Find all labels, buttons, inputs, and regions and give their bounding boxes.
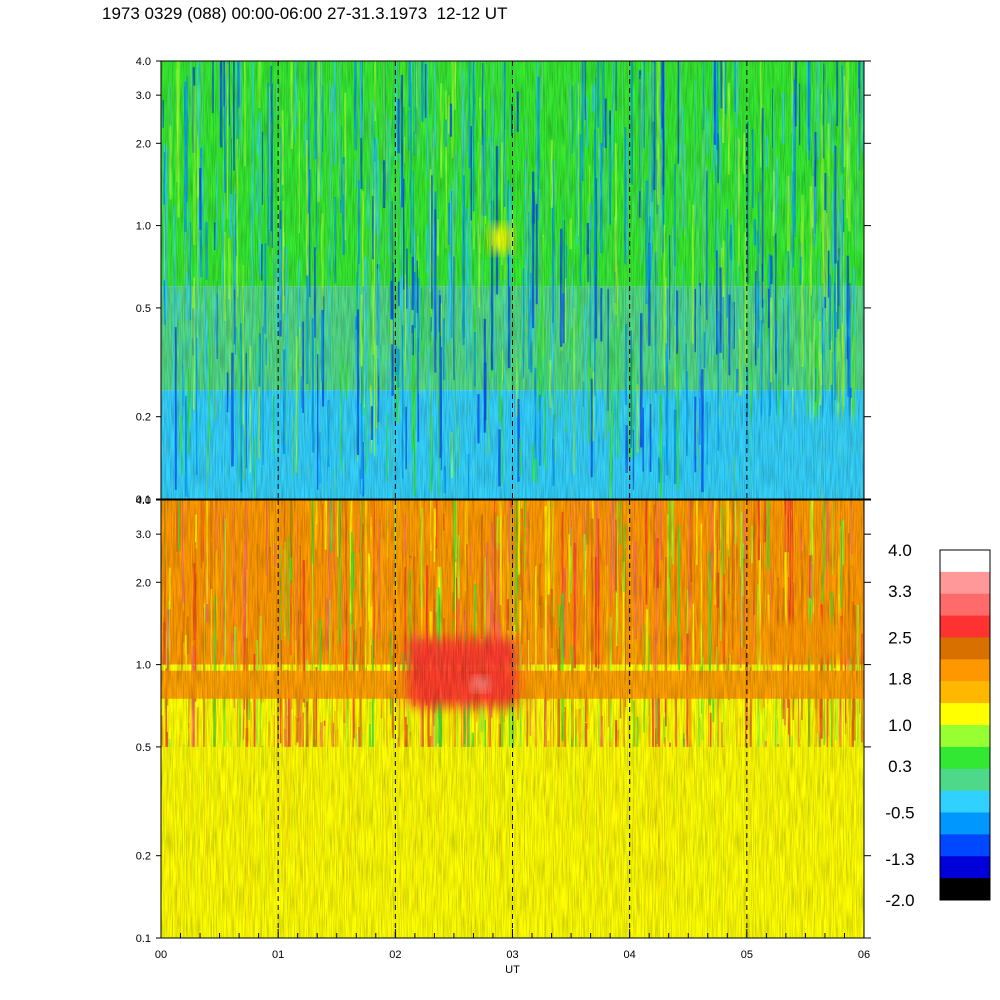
x-axis-label: UT <box>505 964 520 976</box>
y-tick-label: 2.0 <box>136 138 151 150</box>
colorbar: 4.0 3.3 2.5 1.8 1.0 0.3 -0.5 -1.3 -2.0 <box>885 541 990 910</box>
x-tick-label: 03 <box>506 949 518 961</box>
y-tick-label: 0.2 <box>136 412 151 424</box>
colorbar-segment <box>940 616 990 638</box>
colorbar-segment <box>940 769 990 791</box>
colorbar-segment <box>940 703 990 725</box>
colorbar-segment <box>940 594 990 616</box>
colorbar-label: 1.0 <box>888 716 912 735</box>
colorbar-segment <box>940 681 990 703</box>
y-tick-label: 1.0 <box>136 221 151 233</box>
colorbar-label: 2.5 <box>888 629 912 648</box>
y-tick-label: 4.0 <box>136 495 151 507</box>
colorbar-label: -0.5 <box>885 804 914 823</box>
y-tick-label: 0.5 <box>136 303 151 315</box>
y-tick-label: 2.0 <box>136 577 151 589</box>
y-tick-label: 4.0 <box>136 56 151 68</box>
x-tick-label: 00 <box>155 949 167 961</box>
y-tick-label: 0.2 <box>136 851 151 863</box>
colorbar-label: -1.3 <box>885 850 914 869</box>
colorbar-label: 0.3 <box>888 757 912 776</box>
colorbar-label: 3.3 <box>888 582 912 601</box>
x-tick-label: 04 <box>624 949 636 961</box>
colorbar-segment <box>940 747 990 769</box>
colorbar-segment <box>940 834 990 856</box>
x-tick-label: 02 <box>389 949 401 961</box>
colorbar-segment <box>940 791 990 813</box>
x-tick-label: 01 <box>272 949 284 961</box>
colorbar-segment <box>940 725 990 747</box>
x-tick-label: 06 <box>858 949 870 961</box>
colorbar-label: -2.0 <box>885 891 914 910</box>
x-tick-label: 05 <box>741 949 753 961</box>
y-tick-label: 3.0 <box>136 529 151 541</box>
upper-spectrogram-panel <box>161 61 866 499</box>
y-tick-label: 0.5 <box>136 742 151 754</box>
y-tick-label: 3.0 <box>136 90 151 102</box>
y-tick-label: 1.0 <box>136 660 151 672</box>
colorbar-label: 1.8 <box>888 669 912 688</box>
colorbar-segment <box>940 659 990 681</box>
colorbar-segment <box>940 572 990 594</box>
colorbar-label: 4.0 <box>888 541 912 560</box>
colorbar-segment <box>940 550 990 572</box>
colorbar-segment <box>940 813 990 835</box>
colorbar-segment <box>940 878 990 900</box>
colorbar-segment <box>940 638 990 660</box>
colorbar-segment <box>940 856 990 878</box>
y-tick-label: 0.1 <box>136 933 151 945</box>
